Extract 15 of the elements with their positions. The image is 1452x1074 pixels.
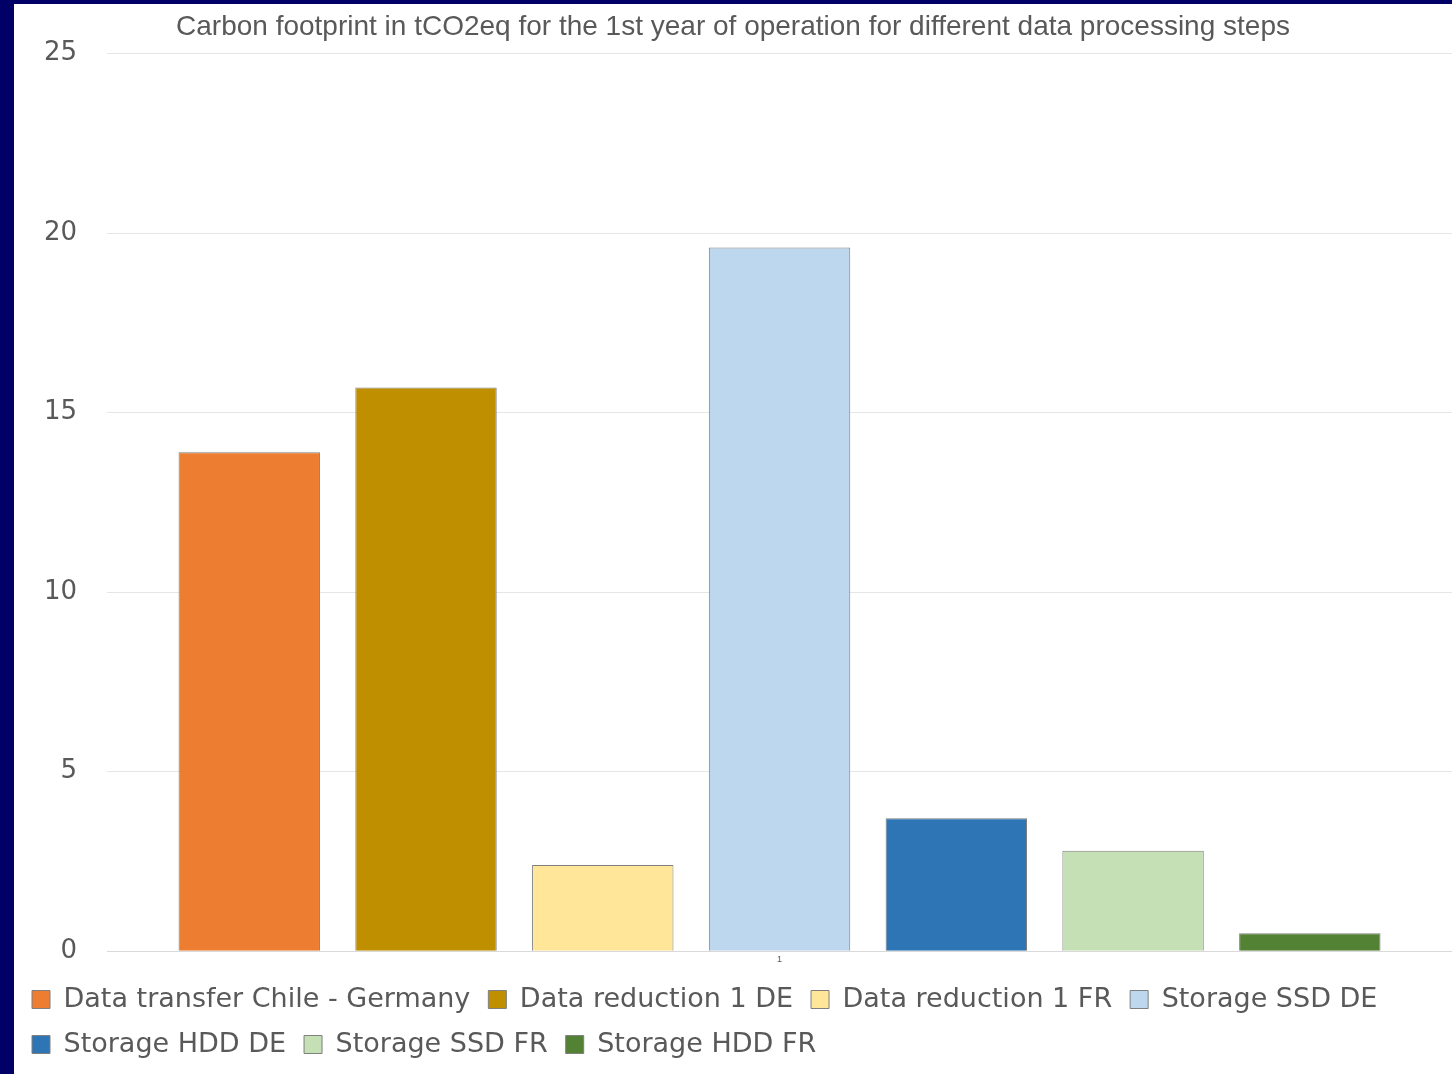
y-tick-label: 5 — [60, 754, 78, 785]
y-tick-label: 25 — [43, 36, 78, 67]
legend-label: Storage SSD FR — [335, 1026, 548, 1058]
legend-label: Storage HDD DE — [63, 1026, 287, 1058]
y-tick-label: 20 — [43, 215, 78, 246]
legend-label: Data reduction 1 FR — [842, 981, 1113, 1013]
chart-title: Carbon footprint in tCO2eq for the 1st year of operation for different data processing steps — [176, 9, 1290, 41]
legend-label: Storage SSD DE — [1161, 981, 1378, 1013]
y-tick-label: 0 — [60, 933, 78, 964]
legend-label: Storage HDD FR — [597, 1026, 817, 1058]
y-tick-label: 10 — [43, 574, 78, 605]
legend-label: Data transfer Chile - Germany — [63, 981, 471, 1013]
x-tick-label: 1 — [777, 954, 783, 965]
y-tick-label: 15 — [43, 395, 78, 426]
legend-label: Data reduction 1 DE — [519, 981, 794, 1013]
